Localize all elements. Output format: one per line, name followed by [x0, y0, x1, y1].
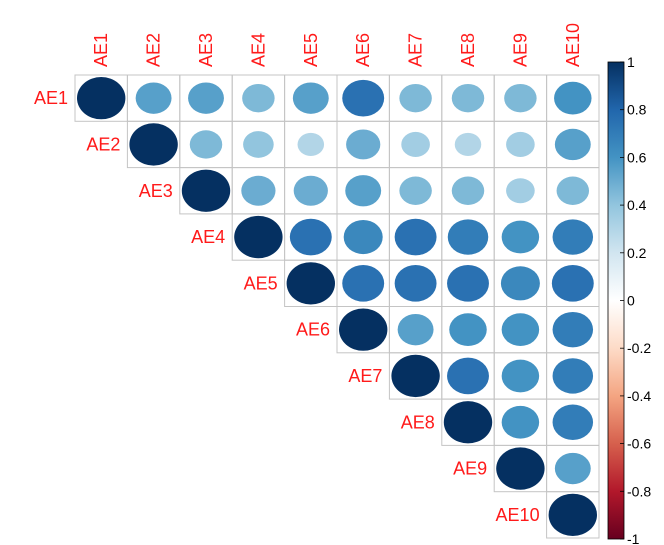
- col-label-AE4: AE4: [248, 33, 268, 67]
- corr-circle-AE1-AE3: [188, 82, 224, 114]
- colorbar-tick-label: -0.8: [627, 483, 651, 499]
- corr-circle-AE2-AE7: [401, 131, 430, 157]
- corr-circle-AE2-AE5: [297, 132, 325, 157]
- corr-circle-AE5-AE7: [394, 265, 437, 302]
- row-label-AE1: AE1: [34, 88, 68, 108]
- corr-circle-AE3-AE4: [241, 175, 276, 206]
- corr-circle-AE9-AE10: [554, 452, 591, 485]
- corr-circle-AE1-AE6: [342, 79, 385, 117]
- corr-circle-AE2-AE4: [243, 131, 274, 158]
- corr-circle-AE5-AE8: [447, 265, 489, 302]
- corr-circle-AE1-AE4: [242, 83, 275, 113]
- corr-circle-AE2-AE9: [506, 131, 535, 157]
- corr-circle-AE4-AE4: [234, 215, 283, 259]
- colorbar-tick-label: -0.6: [627, 436, 651, 452]
- corr-circle-AE6-AE6: [339, 308, 388, 351]
- row-label-AE10: AE10: [496, 505, 540, 525]
- corr-circle-AE4-AE5: [289, 218, 332, 256]
- corr-circle-AE1-AE8: [451, 83, 485, 113]
- col-label-AE6: AE6: [353, 33, 373, 67]
- corr-circle-AE9-AE9: [496, 447, 545, 490]
- row-label-AE7: AE7: [348, 366, 382, 386]
- corr-circle-AE2-AE6: [346, 129, 381, 160]
- colorbar-tick-label: 0: [627, 293, 635, 309]
- corr-circle-AE8-AE10: [552, 404, 594, 440]
- corr-circle-AE7-AE10: [552, 358, 594, 394]
- corr-circle-AE1-AE2: [135, 82, 172, 114]
- grid-cell-AE10-AE10: [546, 491, 600, 539]
- row-label-AE8: AE8: [401, 412, 435, 432]
- corr-circle-AE3-AE6: [345, 175, 382, 207]
- corr-circle-AE2-AE10: [554, 128, 591, 161]
- corr-circle-AE6-AE7: [397, 313, 434, 346]
- corr-circle-AE8-AE8: [443, 401, 493, 444]
- colorbar-ticks: 1 0.8 0.6 0.4 0.2 0 -0.2 -0.4 -0.6 -0.8 -1: [620, 54, 651, 545]
- corr-circle-AE2-AE8: [454, 132, 482, 157]
- row-label-AE6: AE6: [296, 320, 330, 340]
- corr-circle-AE1-AE1: [77, 77, 126, 120]
- colorbar-tick-label: 1: [627, 54, 635, 70]
- col-label-AE8: AE8: [458, 33, 478, 67]
- variable-labels: AE1 AE2 AE3 AE4 AE5 AE6 AE7 AE8 AE9 AE10 AE1 AE2 AE3…: [34, 23, 583, 525]
- colorbar: 1 0.8 0.6 0.4 0.2 0 -0.2 -0.4 -0.6 -0.8 -1: [607, 54, 651, 545]
- colorbar-tick-label: 0.4: [627, 197, 647, 213]
- corr-circle-AE4-AE9: [501, 220, 540, 254]
- corr-circle-AE3-AE8: [451, 176, 485, 205]
- corr-circle-AE6-AE8: [449, 313, 487, 347]
- corr-circle-AE5-AE6: [342, 265, 385, 302]
- corr-circle-AE7-AE9: [501, 359, 540, 393]
- corr-circle-AE4-AE8: [447, 219, 489, 255]
- col-label-AE1: AE1: [91, 33, 111, 67]
- colorbar-tick-label: 0.6: [627, 149, 647, 165]
- corr-circle-AE8-AE9: [501, 405, 540, 439]
- corr-circle-AE3-AE5: [293, 175, 328, 206]
- corr-circle-AE5-AE5: [286, 262, 335, 305]
- corr-circle-AE5-AE10: [551, 265, 594, 302]
- corr-circle-AE1-AE7: [399, 83, 432, 113]
- col-label-AE2: AE2: [144, 33, 164, 67]
- corr-circle-AE1-AE5: [292, 82, 329, 114]
- corr-circle-AE2-AE3: [189, 130, 223, 159]
- colorbar-tick-label: -0.4: [627, 388, 651, 404]
- row-label-AE2: AE2: [86, 134, 120, 154]
- corr-circle-AE3-AE9: [506, 178, 535, 204]
- corr-circle-AE7-AE7: [391, 354, 440, 398]
- corr-circle-AE6-AE10: [552, 311, 594, 348]
- corr-circle-AE7-AE8: [447, 357, 489, 395]
- corr-circle-AE5-AE9: [500, 266, 540, 301]
- colorbar-tick-label: -0.2: [627, 340, 651, 356]
- row-label-AE5: AE5: [244, 273, 278, 293]
- col-label-AE9: AE9: [510, 33, 530, 67]
- col-label-AE3: AE3: [196, 33, 216, 67]
- colorbar-tick-label: -1: [627, 531, 640, 545]
- corr-circle-AE1-AE10: [554, 81, 592, 115]
- corr-circle-AE3-AE10: [556, 176, 590, 205]
- corr-circle-AE3-AE3: [181, 169, 231, 212]
- corr-circle-AE4-AE7: [394, 218, 437, 256]
- corr-circle-AE6-AE9: [501, 313, 540, 347]
- col-label-AE10: AE10: [563, 23, 583, 67]
- corr-circle-AE2-AE2: [129, 123, 178, 166]
- corr-circle-AE3-AE7: [399, 176, 432, 205]
- col-label-AE5: AE5: [301, 33, 321, 67]
- row-label-AE4: AE4: [191, 227, 225, 247]
- corr-circle-AE1-AE9: [504, 83, 537, 113]
- row-label-AE9: AE9: [453, 459, 487, 479]
- grid: [74, 74, 600, 539]
- colorbar-tick-label: 0.2: [627, 245, 647, 261]
- colorbar-tick-label: 0.8: [627, 102, 647, 118]
- corr-circle-AE10-AE10: [548, 493, 597, 536]
- col-label-AE7: AE7: [406, 33, 426, 67]
- correlation-circles: [77, 77, 597, 536]
- corr-circle-AE4-AE6: [343, 219, 383, 255]
- corr-circle-AE4-AE10: [552, 219, 594, 255]
- row-label-AE3: AE3: [139, 181, 173, 201]
